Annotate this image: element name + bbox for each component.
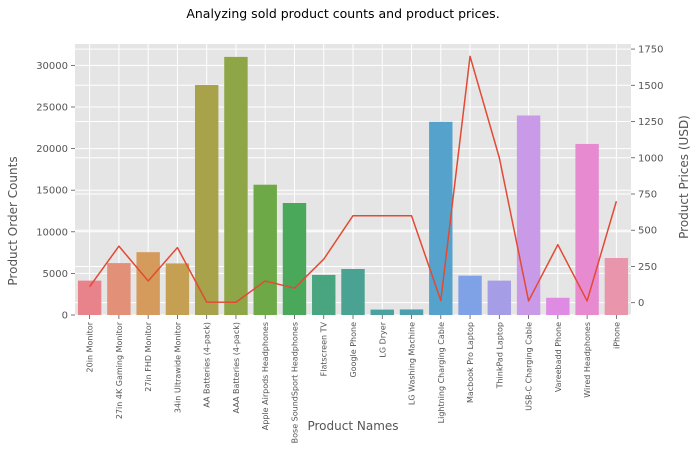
y-tick-label: 0 xyxy=(62,311,68,322)
x-tick-label: Macbook Pro Laptop xyxy=(466,322,475,403)
bar-thinkpad-laptop xyxy=(487,280,512,315)
chart-title: Analyzing sold product counts and produc… xyxy=(186,6,499,21)
x-tick-label: Wired Headphones xyxy=(583,322,592,398)
y-tick-label: 10000 xyxy=(36,227,68,238)
price-line-series xyxy=(89,55,618,303)
bar-20in-monitor xyxy=(77,280,102,315)
bar-lg-dryer xyxy=(370,309,394,315)
y2-tick-label: 0 xyxy=(638,298,644,309)
bar-vareebadd-phone xyxy=(546,297,570,315)
x-tick-label: Flatscreen TV xyxy=(320,321,329,376)
x-tick-label: Bose SoundSport Headphones xyxy=(290,322,299,443)
x-tick-label: 27in FHD Monitor xyxy=(144,321,153,391)
bar-apple-airpods-headphones xyxy=(253,184,277,315)
y-tick-label: 5000 xyxy=(43,269,68,280)
bar-34in-ultrawide-monitor xyxy=(165,263,190,315)
y2-tick-label: 1500 xyxy=(638,81,663,92)
bar-27in-4k-gaming-monitor xyxy=(107,263,131,315)
y-tick-label: 20000 xyxy=(36,144,68,155)
y-axis-label: Product Order Counts xyxy=(6,156,20,285)
bar-iphone xyxy=(604,258,629,315)
y-tick-label: 30000 xyxy=(36,61,68,72)
y2-axis-label: Product Prices (USD) xyxy=(677,115,691,239)
y2-tick-label: 1000 xyxy=(638,153,663,164)
x-tick-label: iPhone xyxy=(612,322,621,349)
bar-27in-fhd-monitor xyxy=(136,252,160,315)
bar-usb-c-charging-cable xyxy=(516,115,541,315)
x-tick-label: Lightning Charging Cable xyxy=(437,322,446,423)
x-tick-label: Vareebadd Phone xyxy=(554,322,563,392)
x-tick-label: ThinkPad Laptop xyxy=(495,322,504,389)
bar-lightning-charging-cable xyxy=(429,121,453,315)
y2-tick-label: 250 xyxy=(638,262,657,273)
x-tick-label: AAA Batteries (4-pack) xyxy=(232,322,241,413)
bar-google-phone xyxy=(341,268,365,315)
x-tick-label: 34in Ultrawide Monitor xyxy=(173,321,182,413)
x-axis-ticks: 20in Monitor 27in 4K Gaming Monitor 27in F… xyxy=(86,315,621,443)
y-tick-label: 25000 xyxy=(36,102,68,113)
bar-flatscreen-tv xyxy=(312,274,336,315)
bar-aa-batteries-4-pack xyxy=(194,85,219,315)
x-tick-label: LG Washing Machine xyxy=(408,322,417,405)
bar-macbook-pro-laptop xyxy=(458,275,482,315)
x-tick-label: Apple Airpods Headphones xyxy=(261,322,270,430)
y2-axis-ticks: 0 250 500 750 1000 1250 1500 1750 xyxy=(631,45,663,309)
bar-lg-washing-machine xyxy=(399,309,424,315)
bar-series xyxy=(77,56,629,315)
bar-aaa-batteries-4-pack xyxy=(224,56,248,315)
x-tick-label: AA Batteries (4-pack) xyxy=(203,322,212,408)
x-tick-label: Google Phone xyxy=(349,322,358,378)
x-tick-label: 20in Monitor xyxy=(86,321,95,372)
x-tick-label: 27in 4K Gaming Monitor xyxy=(115,321,124,419)
bar-wired-headphones xyxy=(575,143,599,315)
y-tick-label: 15000 xyxy=(36,186,68,197)
y2-tick-label: 750 xyxy=(638,189,657,200)
y2-tick-label: 500 xyxy=(638,226,657,237)
x-tick-label: USB-C Charging Cable xyxy=(525,322,534,411)
y-axis-ticks: 0 5000 10000 15000 20000 25000 30000 xyxy=(36,61,75,322)
y2-tick-label: 1250 xyxy=(638,117,663,128)
x-tick-label: LG Dryer xyxy=(378,321,387,357)
x-axis-label: Product Names xyxy=(307,419,398,433)
y2-tick-label: 1750 xyxy=(638,45,663,56)
bar-bose-soundsport-headphones xyxy=(282,203,307,315)
